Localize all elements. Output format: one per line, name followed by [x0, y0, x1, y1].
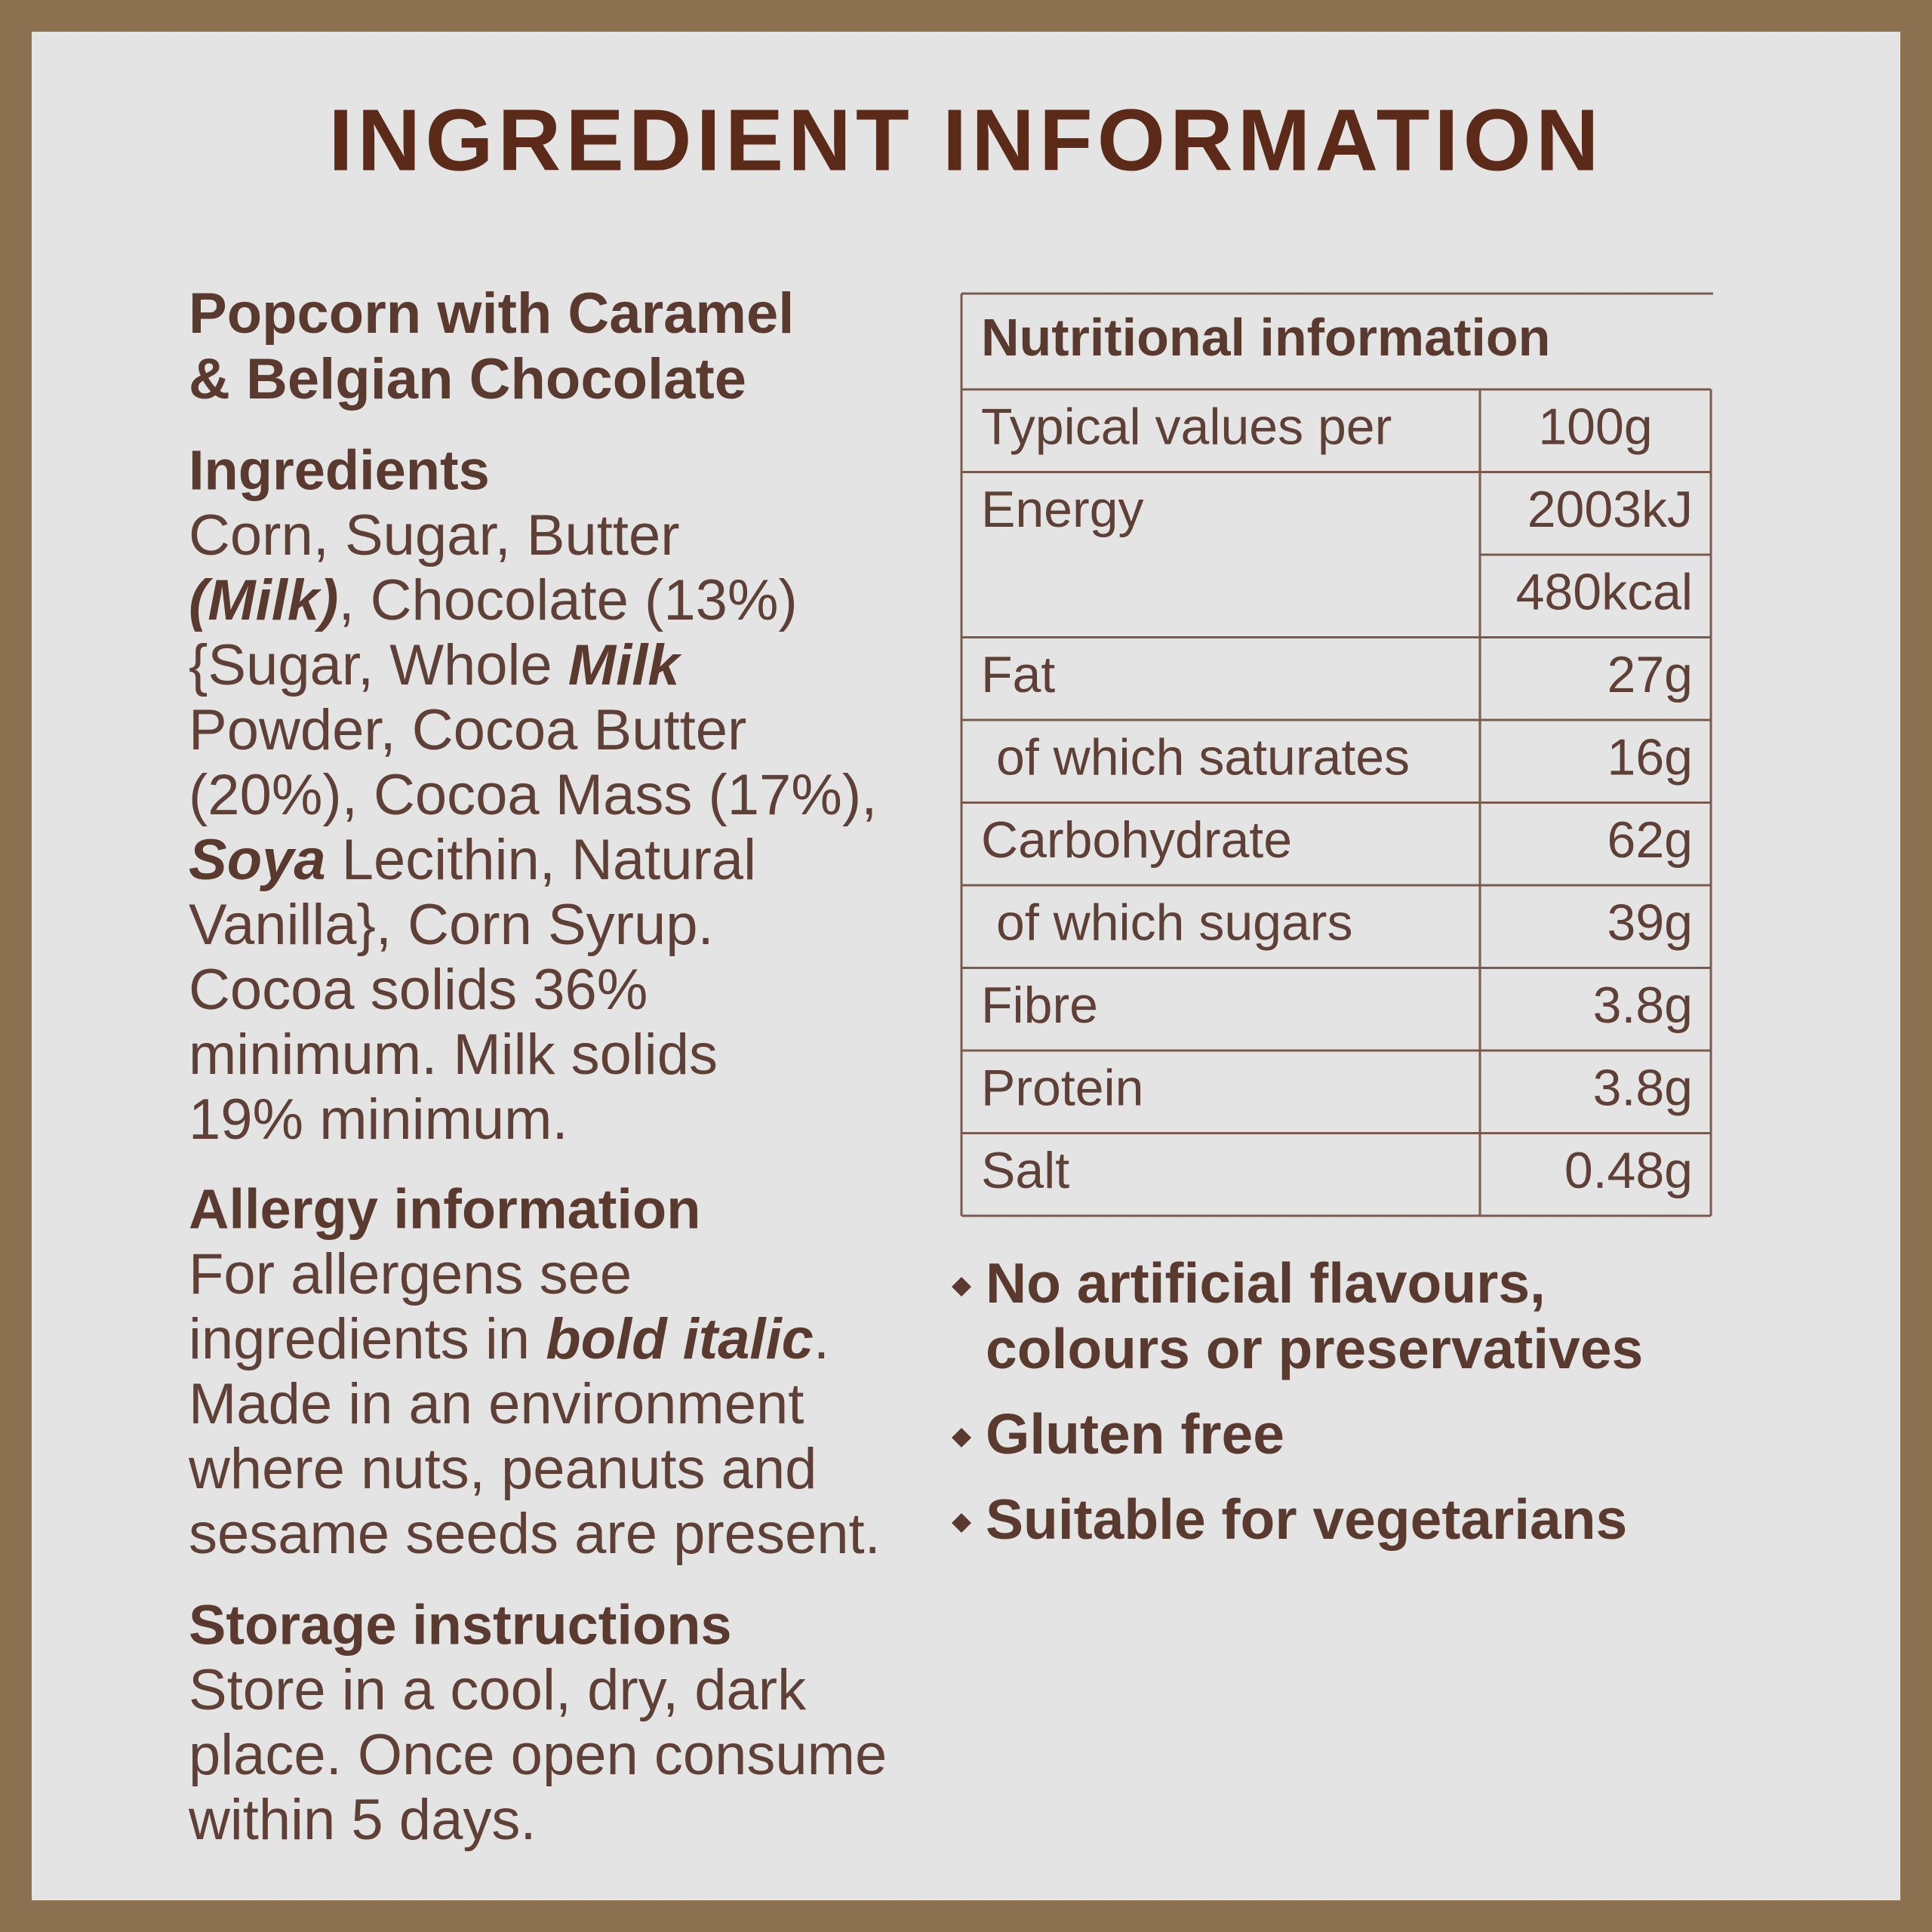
row-value: 62g — [1607, 811, 1693, 869]
row-label: Protein — [981, 1060, 1143, 1117]
text-run: place. Once open consume — [189, 1723, 887, 1787]
row-value: 0.48g — [1564, 1142, 1693, 1199]
section-heading: Allergy information — [189, 1178, 700, 1241]
text-line: within 5 days. — [188, 1788, 536, 1852]
section-heading: Storage instructions — [189, 1594, 732, 1657]
row-label: of which saturates — [996, 729, 1410, 786]
row-value: 480kcal — [1516, 564, 1693, 621]
table-title: Nutritional information — [981, 308, 1550, 367]
text-line: Store in a cool, dry, dark — [189, 1658, 807, 1722]
text-line: place. Once open consume — [189, 1723, 887, 1787]
row-label: Fat — [981, 646, 1055, 703]
row-label: Salt — [981, 1142, 1069, 1199]
row-label: Carbohydrate — [981, 811, 1292, 869]
text-line: minimum. Milk solids — [189, 1023, 718, 1087]
section-heading: Ingredients — [189, 439, 490, 502]
text-run: Cocoa solids 36% — [189, 958, 648, 1022]
text-line: Powder, Cocoa Butter — [189, 698, 746, 762]
text-run: (20%), Cocoa Mass (17%), — [189, 763, 877, 827]
text-run: within 5 days. — [188, 1788, 536, 1852]
product-name: & Belgian Chocolate — [189, 347, 746, 411]
text-run: {Sugar, Whole — [189, 633, 568, 697]
text-line: ingredients in bold italic. — [189, 1307, 829, 1371]
emphasis: (Milk) — [189, 568, 338, 632]
text-run: where nuts, peanuts and — [188, 1437, 817, 1501]
text-line: where nuts, peanuts and — [188, 1437, 817, 1501]
row-value: 39g — [1607, 894, 1693, 952]
row-label: of which sugars — [996, 894, 1352, 952]
text-run: Powder, Cocoa Butter — [189, 698, 746, 762]
text-line: Made in an environment — [189, 1372, 804, 1436]
text-line: (20%), Cocoa Mass (17%), — [189, 763, 877, 827]
claim: colours or preservatives — [986, 1317, 1643, 1380]
bullet — [952, 1428, 971, 1447]
table-header: 100g — [1538, 398, 1652, 456]
text-run: For allergens see — [189, 1242, 632, 1306]
text-run: Vanilla}, Corn Syrup. — [189, 893, 714, 957]
text-line: For allergens see — [189, 1242, 632, 1306]
row-value: 3.8g — [1593, 1060, 1693, 1117]
text-run: minimum. Milk solids — [189, 1023, 718, 1087]
row-label: Energy — [981, 481, 1143, 538]
text-run: . — [814, 1307, 829, 1371]
row-value: 3.8g — [1593, 977, 1693, 1034]
text-run: Made in an environment — [189, 1372, 804, 1436]
row-value: 16g — [1607, 729, 1693, 786]
text-line: sesame seeds are present. — [189, 1502, 881, 1566]
table-header: Typical values per — [981, 398, 1392, 456]
text-run: Store in a cool, dry, dark — [189, 1658, 807, 1722]
bullet — [952, 1513, 971, 1533]
text-line: Corn, Sugar, Butter — [189, 503, 680, 568]
text-line: Soya Lecithin, Natural — [189, 828, 756, 892]
text-run: 19% minimum. — [189, 1088, 568, 1152]
panel — [32, 32, 1900, 1900]
text-line: (Milk), Chocolate (13%) — [189, 568, 798, 632]
text-line: Vanilla}, Corn Syrup. — [189, 893, 714, 957]
title: INGREDIENT INFORMATION — [328, 91, 1603, 189]
text-run: Lecithin, Natural — [326, 828, 756, 892]
text-line: 19% minimum. — [189, 1088, 568, 1152]
text-run: , Chocolate (13%) — [338, 568, 797, 632]
claim: No artificial flavours, — [986, 1251, 1546, 1315]
text-line: {Sugar, Whole Milk — [189, 633, 682, 697]
claim: Gluten free — [986, 1402, 1284, 1466]
row-value: 27g — [1607, 646, 1693, 703]
text-line: Cocoa solids 36% — [189, 958, 648, 1022]
text-run: Corn, Sugar, Butter — [189, 503, 680, 568]
row-value: 2003kJ — [1527, 481, 1693, 538]
text-run: ingredients in — [189, 1307, 546, 1371]
emphasis: Soya — [189, 828, 326, 892]
emphasis: Milk — [568, 633, 683, 697]
product-name: Popcorn with Caramel — [189, 281, 794, 346]
bullet — [952, 1277, 971, 1297]
claim: Suitable for vegetarians — [986, 1487, 1627, 1551]
emphasis: bold italic — [546, 1307, 814, 1371]
row-label: Fibre — [981, 977, 1098, 1034]
text-run: sesame seeds are present. — [189, 1502, 881, 1566]
